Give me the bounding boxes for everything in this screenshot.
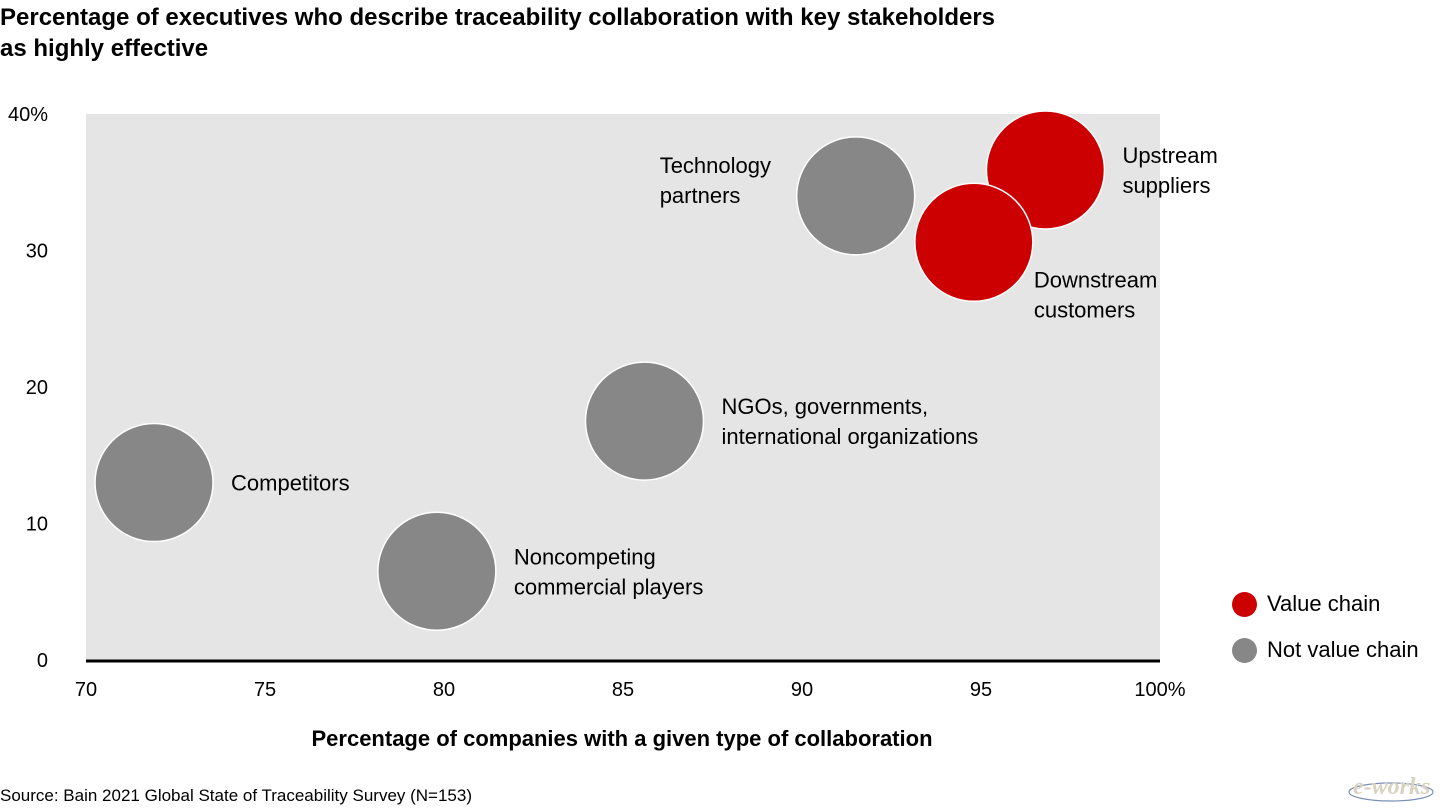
bubble-label: Competitors [231,471,350,496]
bubble-label: Upstream [1122,143,1217,168]
bubble-label: partners [660,183,741,208]
legend-item-not-value-chain: Not value chain [1232,627,1419,673]
x-tick-label: 85 [612,679,634,701]
tick-labels: 70 75 80 85 90 95 100% 0 10 20 30 40% [8,104,1186,701]
logo-text: e-works [1353,774,1430,800]
x-axis-label: Percentage of companies with a given typ… [311,726,932,751]
bubble [94,422,214,543]
bubble-label: NGOs, governments, [721,394,928,419]
bubble-label: Downstream [1034,267,1157,292]
bubble-label: suppliers [1122,173,1210,198]
chart-title-line-1: Percentage of executives who describe tr… [0,4,996,31]
legend-swatch-value-chain [1232,591,1257,617]
legend-item-value-chain: Value chain [1232,581,1419,627]
bubble [584,361,705,481]
legend: Value chain Not value chain [1232,581,1419,673]
chart-title-line-2: as highly effective [0,35,209,62]
x-tick-label: 90 [791,679,813,701]
eworks-logo: e-works [1348,774,1434,802]
y-tick-label: 10 [26,514,48,536]
bubble [795,136,916,256]
bubble-label: customers [1034,297,1135,322]
bubble [914,182,1034,303]
bubble [377,511,497,632]
bubble-label: commercial players [514,574,704,599]
x-tick-label: 70 [75,679,97,701]
bubble-layer: Upstream suppliers Downstream customers Tech… [94,110,1218,632]
legend-label-not-value-chain: Not value chain [1267,637,1419,662]
legend-label-value-chain: Value chain [1267,591,1381,616]
y-tick-label: 40% [8,104,48,126]
legend-swatch-not-value-chain [1232,637,1257,663]
source-note: Source: Bain 2021 Global State of Tracea… [0,786,473,805]
bubble-label: international organizations [721,424,978,449]
y-tick-label: 20 [26,377,48,399]
bubble-label: Technology [660,153,771,178]
chart-title: Percentage of executives who describe tr… [0,2,1200,64]
bubble-label: Noncompeting [514,544,656,569]
x-tick-label: 75 [254,679,276,701]
bubble [985,110,1106,230]
x-tick-label: 95 [970,679,992,701]
x-tick-label: 80 [433,679,455,701]
y-tick-label: 0 [37,650,48,672]
y-tick-label: 30 [26,241,48,263]
x-tick-label: 100% [1134,679,1185,701]
